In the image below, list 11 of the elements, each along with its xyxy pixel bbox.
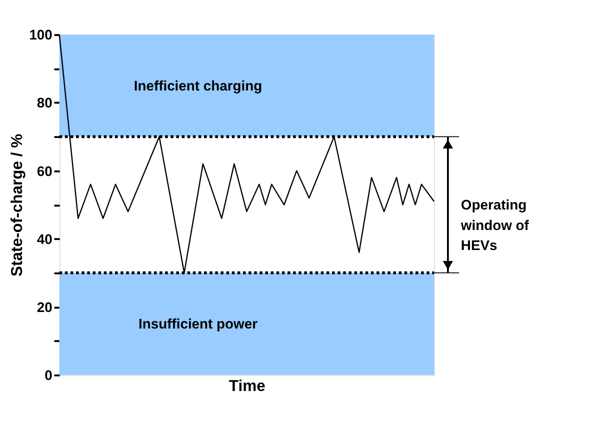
band-label: Inefficient charging — [134, 77, 262, 94]
y-tick-label: 60 — [36, 162, 53, 179]
y-tick-label: 80 — [36, 94, 53, 111]
text: Operating window of HEVs — [460, 196, 530, 254]
y-tick-label: 20 — [36, 298, 53, 315]
y-tick-label: 100 — [29, 26, 53, 43]
x-axis-title: Time — [228, 378, 266, 396]
y-axis-title: State-of-charge / % — [8, 134, 26, 277]
band-label: Insufficient power — [138, 316, 258, 332]
y-tick-label: 40 — [36, 230, 53, 247]
y-tick-label: 0 — [44, 367, 53, 384]
